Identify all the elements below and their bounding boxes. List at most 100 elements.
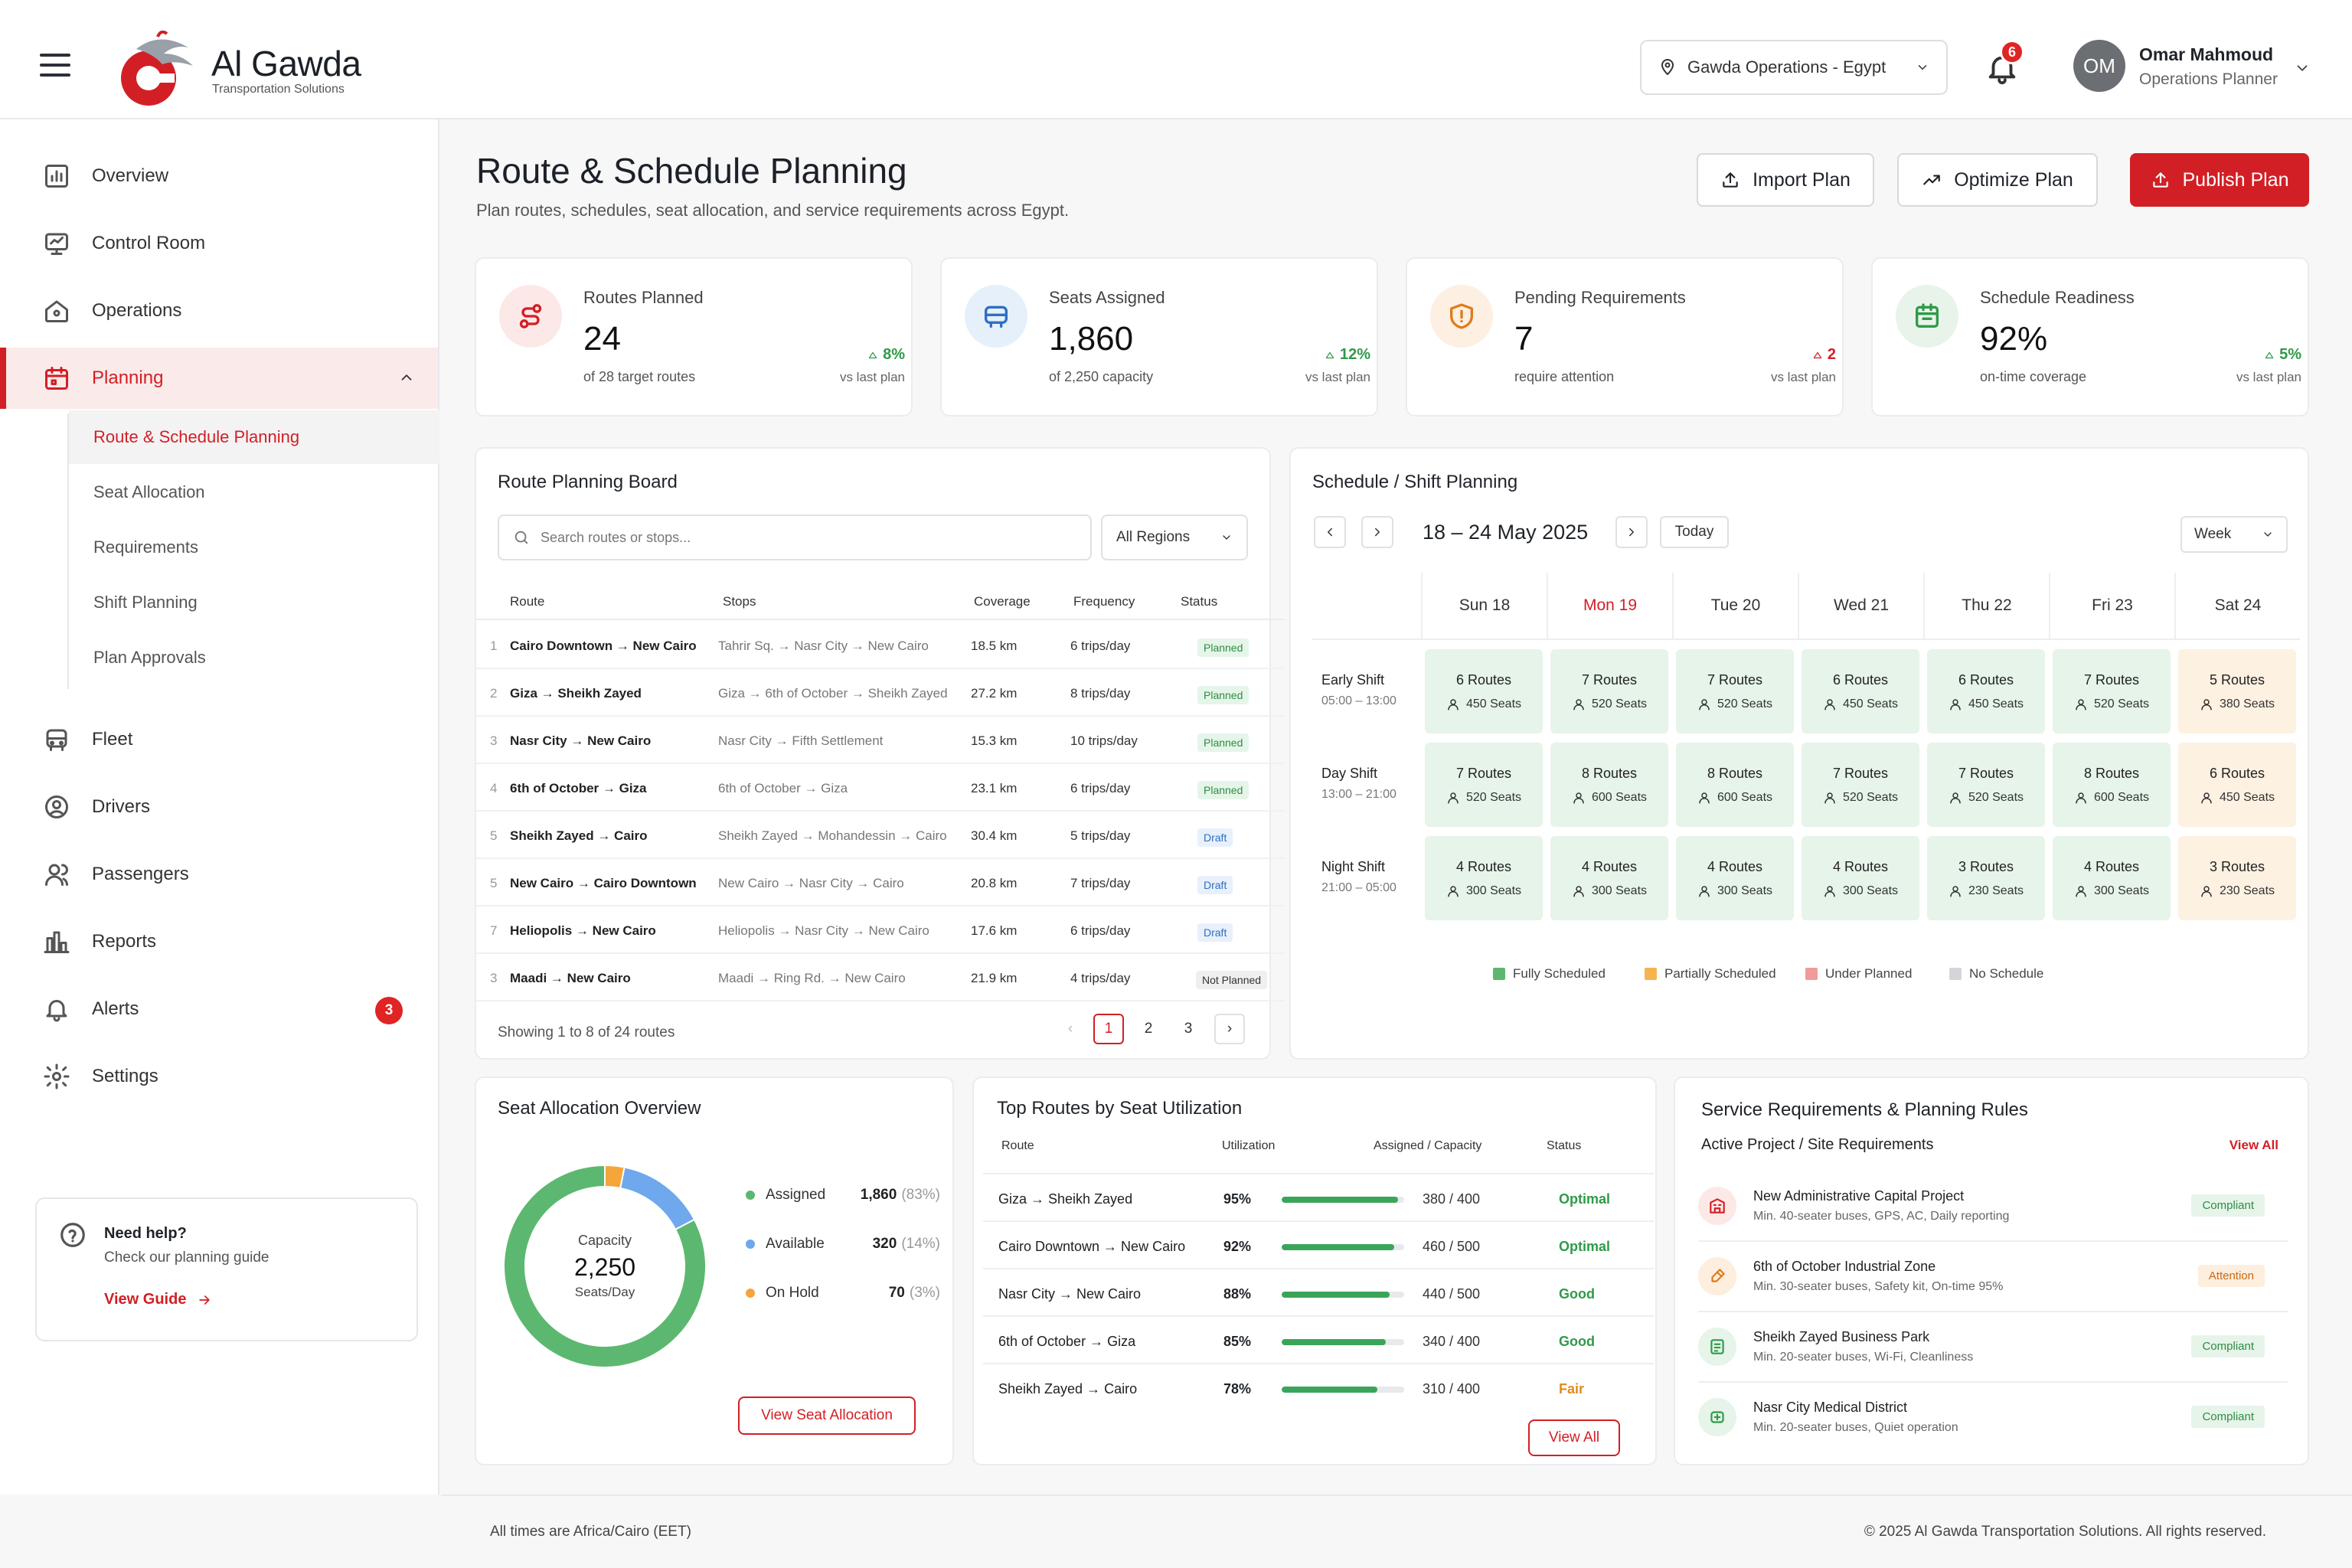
next-range-button[interactable] (1615, 516, 1648, 548)
next-page-button[interactable]: › (1214, 1014, 1245, 1044)
schedule-cell[interactable]: 8 Routes 600 Seats (2053, 743, 2171, 827)
utilization-bar-fill (1282, 1197, 1398, 1203)
sidebar-item-passengers[interactable]: Passengers (0, 844, 438, 905)
schedule-cell[interactable]: 6 Routes 450 Seats (1425, 649, 1543, 733)
schedule-cell[interactable]: 4 Routes 300 Seats (1550, 836, 1668, 920)
view-seat-allocation-button[interactable]: View Seat Allocation (738, 1396, 916, 1435)
sidebar-item-overview[interactable]: Overview (0, 145, 438, 207)
col-status: Status (1547, 1139, 1582, 1152)
kpi-delta: 5% vs last plan (2210, 346, 2301, 385)
requirement-description: Min. 30-seater buses, Safety kit, On-tim… (1753, 1280, 2004, 1293)
route-frequency: 5 trips/day (1070, 828, 1131, 843)
schedule-cell[interactable]: 7 Routes 520 Seats (1676, 649, 1794, 733)
upload-icon (2152, 172, 2168, 188)
schedule-cell[interactable]: 7 Routes 520 Seats (1927, 743, 2045, 827)
user-name[interactable]: Omar Mahmoud (2139, 44, 2274, 64)
schedule-cell[interactable]: 4 Routes 300 Seats (2053, 836, 2171, 920)
schedule-cell[interactable]: 4 Routes 300 Seats (1425, 836, 1543, 920)
schedule-cell[interactable]: 3 Routes 230 Seats (1927, 836, 2045, 920)
cell-seats: 230 Seats (1949, 884, 2024, 898)
table-row[interactable]: 5 Sheikh Zayed → Cairo Sheikh Zayed → Moha… (476, 812, 1285, 859)
schedule-cell[interactable]: 3 Routes 230 Seats (2178, 836, 2296, 920)
prev-page-button[interactable]: ‹ (1067, 1021, 1073, 1037)
schedule-cell[interactable]: 4 Routes 300 Seats (1676, 836, 1794, 920)
sidebar-item-reports[interactable]: Reports (0, 911, 438, 972)
sidebar-item-control-room[interactable]: Control Room (0, 213, 438, 274)
sidebar-item-settings[interactable]: Settings (0, 1046, 438, 1107)
route-search-input[interactable]: Search routes or stops... (498, 514, 1092, 560)
schedule-cell[interactable]: 7 Routes 520 Seats (2053, 649, 2171, 733)
table-row[interactable]: 6th of October → Giza 85% 340 / 400 Good (983, 1315, 1654, 1363)
search-placeholder: Search routes or stops... (541, 529, 691, 545)
table-row[interactable]: 2 Giza → Sheikh Zayed Giza → 6th of Octobe… (476, 669, 1285, 717)
requirement-item[interactable]: Nasr City Medical District Min. 20-seater… (1698, 1384, 2288, 1453)
legend-item: Fully Scheduled (1493, 966, 1606, 982)
table-row[interactable]: 4 6th of October → Giza 6th of October → G… (476, 764, 1285, 812)
region-filter-select[interactable]: All Regions (1101, 514, 1248, 560)
route-coverage: 15.3 km (971, 733, 1018, 748)
menu-icon[interactable] (40, 54, 70, 77)
view-select[interactable]: Week (2180, 516, 2288, 553)
page-2-button[interactable]: 2 (1144, 1021, 1153, 1037)
help-circle-icon (60, 1223, 85, 1247)
col-coverage: Coverage (974, 594, 1031, 609)
seat-icon (1824, 885, 1835, 897)
requirement-item[interactable]: Sheikh Zayed Business Park Min. 20-seater… (1698, 1314, 2288, 1383)
publish-plan-button[interactable]: Publish Plan (2130, 153, 2309, 207)
row-number: 3 (490, 971, 498, 985)
next-week-button[interactable] (1361, 516, 1393, 548)
sub-item-plan-approvals[interactable]: Plan Approvals (93, 648, 206, 667)
requirement-item[interactable]: 6th of October Industrial Zone Min. 30-se… (1698, 1243, 2288, 1312)
view-all-routes-button[interactable]: View All (1528, 1419, 1620, 1456)
sidebar-item-label: Planning (92, 368, 164, 388)
sidebar-item-drivers[interactable]: Drivers (0, 776, 438, 838)
table-row[interactable]: 3 Maadi → New Cairo Maadi → Ring Rd. → New… (476, 954, 1285, 1001)
sub-item-shift-planning[interactable]: Shift Planning (93, 593, 198, 612)
table-row[interactable]: Giza → Sheikh Zayed 95% 380 / 400 Optimal (983, 1173, 1654, 1220)
prev-week-button[interactable] (1314, 516, 1346, 548)
schedule-cell[interactable]: 7 Routes 520 Seats (1425, 743, 1543, 827)
table-row[interactable]: 5 New Cairo → Cairo Downtown New Cairo → N… (476, 859, 1285, 906)
cell-seats: 520 Seats (1949, 791, 2024, 805)
sidebar-item-operations[interactable]: Operations (0, 280, 438, 341)
route-coverage: 21.9 km (971, 971, 1018, 985)
schedule-cell[interactable]: 6 Routes 450 Seats (1802, 649, 1919, 733)
donut-slice-assigned[interactable] (503, 1164, 707, 1368)
schedule-cell[interactable]: 6 Routes 450 Seats (1927, 649, 2045, 733)
schedule-cell[interactable]: 8 Routes 600 Seats (1550, 743, 1668, 827)
table-row[interactable]: 1 Cairo Downtown → New Cairo Tahrir Sq. → … (476, 622, 1285, 669)
sidebar-item-fleet[interactable]: Fleet (0, 709, 438, 770)
user-menu-chevron-icon[interactable] (2294, 60, 2311, 77)
schedule-cell[interactable]: 7 Routes 520 Seats (1550, 649, 1668, 733)
table-row[interactable]: Nasr City → New Cairo 88% 440 / 500 Good (983, 1268, 1654, 1315)
sidebar-item-label: Settings (92, 1066, 158, 1086)
region-selector[interactable]: Gawda Operations - Egypt (1640, 40, 1948, 95)
schedule-cell[interactable]: 5 Routes 380 Seats (2178, 649, 2296, 733)
schedule-cell[interactable]: 8 Routes 600 Seats (1676, 743, 1794, 827)
sub-item-requirements[interactable]: Requirements (93, 537, 198, 557)
page-1-button[interactable]: 1 (1093, 1014, 1124, 1044)
table-row[interactable]: 3 Nasr City → New Cairo Nasr City → Fifth … (476, 717, 1285, 764)
table-row[interactable]: 7 Heliopolis → New Cairo Heliopolis → Nasr… (476, 906, 1285, 954)
cell-routes: 7 Routes (1455, 765, 1512, 781)
driver-icon (45, 795, 68, 818)
table-row[interactable]: Sheikh Zayed → Cairo 78% 310 / 400 Fair (983, 1363, 1654, 1410)
table-row[interactable]: Cairo Downtown → New Cairo 92% 460 / 500 Op… (983, 1220, 1654, 1268)
requirement-item[interactable]: New Administrative Capital Project Min. 4… (1698, 1173, 2288, 1242)
schedule-cell[interactable]: 7 Routes 520 Seats (1802, 743, 1919, 827)
schedule-cell[interactable]: 4 Routes 300 Seats (1802, 836, 1919, 920)
import-plan-button[interactable]: Import Plan (1697, 153, 1874, 207)
sub-item-seat-allocation[interactable]: Seat Allocation (93, 482, 205, 501)
schedule-cell[interactable]: 6 Routes 450 Seats (2178, 743, 2296, 827)
page-3-button[interactable]: 3 (1184, 1021, 1193, 1037)
optimize-plan-button[interactable]: Optimize Plan (1897, 153, 2098, 207)
sub-item-route-schedule-planning[interactable]: Route & Schedule Planning (69, 410, 439, 464)
sidebar-item-planning[interactable]: Planning (0, 348, 438, 409)
view-all-requirements-link[interactable]: View All (2229, 1138, 2278, 1152)
user-avatar[interactable]: OM (2073, 40, 2125, 92)
view-guide-link[interactable]: View Guide (104, 1291, 212, 1308)
donut-slice-available[interactable] (619, 1166, 696, 1231)
today-button[interactable]: Today (1660, 516, 1729, 548)
seat-icon (1448, 698, 1459, 710)
sidebar-item-alerts[interactable]: Alerts 3 (0, 978, 438, 1040)
